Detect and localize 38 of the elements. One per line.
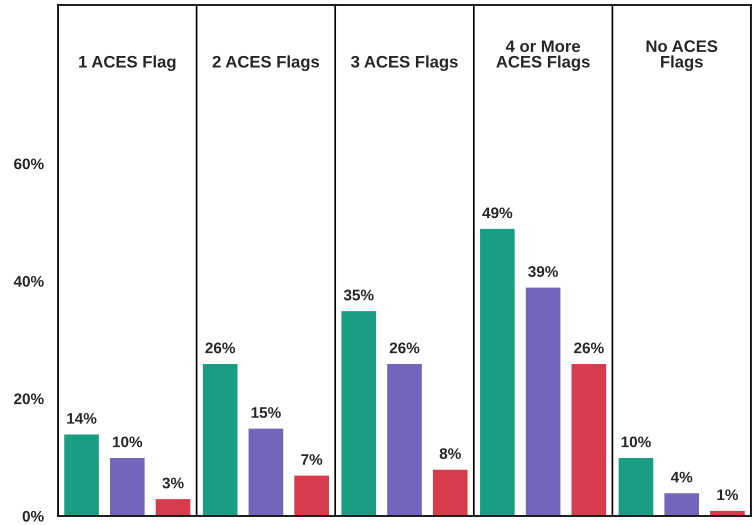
- y-tick-label: 60%: [14, 158, 44, 170]
- data-label: 39%: [528, 266, 558, 277]
- bar: [662, 492, 700, 516]
- bar: [292, 474, 330, 516]
- bar: [386, 362, 424, 516]
- data-label: 1%: [717, 489, 738, 500]
- x-tick-label: 1 ACES Flag: [79, 55, 176, 71]
- bar: [62, 433, 100, 516]
- x-tick-label: 3 ACES Flags: [351, 55, 458, 71]
- bar: [201, 362, 239, 516]
- data-label: 26%: [574, 342, 604, 354]
- data-label: 49%: [482, 207, 512, 218]
- data-label: 3%: [162, 478, 184, 488]
- x-tick-label: 2 ACES Flags: [212, 55, 320, 71]
- bar: [524, 286, 562, 516]
- data-label: 26%: [205, 342, 236, 354]
- y-tick-label: 40%: [14, 276, 44, 287]
- x-tick-label: 4 or More ACES Flags: [496, 40, 590, 71]
- data-label: 14%: [67, 413, 96, 424]
- bar: [154, 498, 192, 516]
- bar: [247, 427, 285, 516]
- data-label: 35%: [344, 290, 374, 300]
- data-label: 10%: [112, 436, 142, 448]
- y-tick-label: 20%: [14, 393, 44, 404]
- data-label: 15%: [252, 407, 281, 418]
- data-label: 4%: [670, 472, 692, 483]
- data-label: 10%: [622, 436, 651, 448]
- bar: [570, 362, 608, 516]
- bar: [432, 468, 469, 516]
- bar: [340, 310, 378, 516]
- bar: [108, 456, 146, 516]
- data-label: 26%: [390, 342, 420, 354]
- y-tick-label: 0%: [22, 510, 44, 522]
- bar: [617, 456, 655, 516]
- bar: [478, 228, 516, 516]
- data-label: 8%: [440, 448, 461, 460]
- data-label: 7%: [301, 454, 322, 465]
- x-tick-label: No ACES Flags: [646, 40, 718, 71]
